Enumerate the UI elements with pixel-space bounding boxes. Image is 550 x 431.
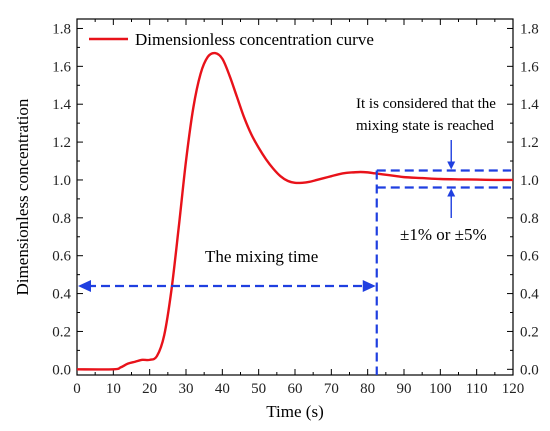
mixing-time-arrowhead-right [362,280,376,292]
y-tick-label: 0.8 [52,211,71,227]
y-tick-label: 1.6 [52,59,71,75]
x-tick-label: 30 [179,381,194,397]
y-tick-label-right: 0.0 [520,362,539,378]
y-tick-label: 1.4 [52,97,71,113]
x-tick-label: 40 [215,381,230,397]
axis-ticks [76,19,514,375]
x-tick-label: 90 [397,381,412,397]
tolerance-label: ±1% or ±5% [400,225,487,244]
y-tick-label-right: 0.6 [520,249,539,265]
y-axis-title: Dimensionless concentration [13,98,32,295]
band-upper-arrowhead [447,161,456,170]
mixing-time-label: The mixing time [205,247,318,266]
y-tick-label-right: 1.4 [520,97,539,113]
x-tick-label: 50 [251,381,266,397]
band-lower-arrowhead [447,188,456,197]
y-tick-label: 1.0 [52,173,71,189]
mixing-state-note-line1: It is considered that the [356,96,496,112]
y-tick-label-right: 0.4 [520,287,539,303]
y-tick-label-right: 1.8 [520,21,539,37]
legend: Dimensionless concentration curve [89,30,374,49]
y-tick-label: 0.0 [52,362,71,378]
x-tick-label: 10 [106,381,121,397]
x-axis-title: Time (s) [266,402,323,421]
x-tick-label: 100 [429,381,452,397]
x-tick-label: 60 [288,381,303,397]
y-tick-label-right: 0.8 [520,211,539,227]
series-layer [76,51,514,371]
mixing-time-arrowhead-left [78,280,91,292]
x-tick-label: 120 [502,381,525,397]
mixing-state-note-line2: mixing state is reached [356,118,494,134]
x-tick-label: 110 [466,381,488,397]
y-tick-label: 0.6 [52,249,71,265]
annotation-layer [78,140,511,375]
legend-label: Dimensionless concentration curve [135,30,374,49]
y-tick-label-right: 0.2 [520,324,539,340]
plot-frame [76,18,514,376]
y-tick-label: 1.2 [52,135,71,151]
x-tick-label: 20 [142,381,157,397]
concentration-curve [76,51,514,371]
tick-labels: 0 10 20 30 40 50 60 70 80 90 100 110 120 0.0 0.0 0.2 0.2… [52,21,539,397]
y-tick-label: 0.2 [52,324,71,340]
y-tick-label-right: 1.2 [520,135,539,151]
x-tick-label: 70 [324,381,339,397]
y-tick-label: 1.8 [52,21,71,37]
x-tick-label: 0 [73,381,81,397]
y-tick-label-right: 1.6 [520,59,539,75]
y-tick-label: 0.4 [52,287,71,303]
y-tick-label-right: 1.0 [520,173,539,189]
x-tick-label: 80 [360,381,375,397]
